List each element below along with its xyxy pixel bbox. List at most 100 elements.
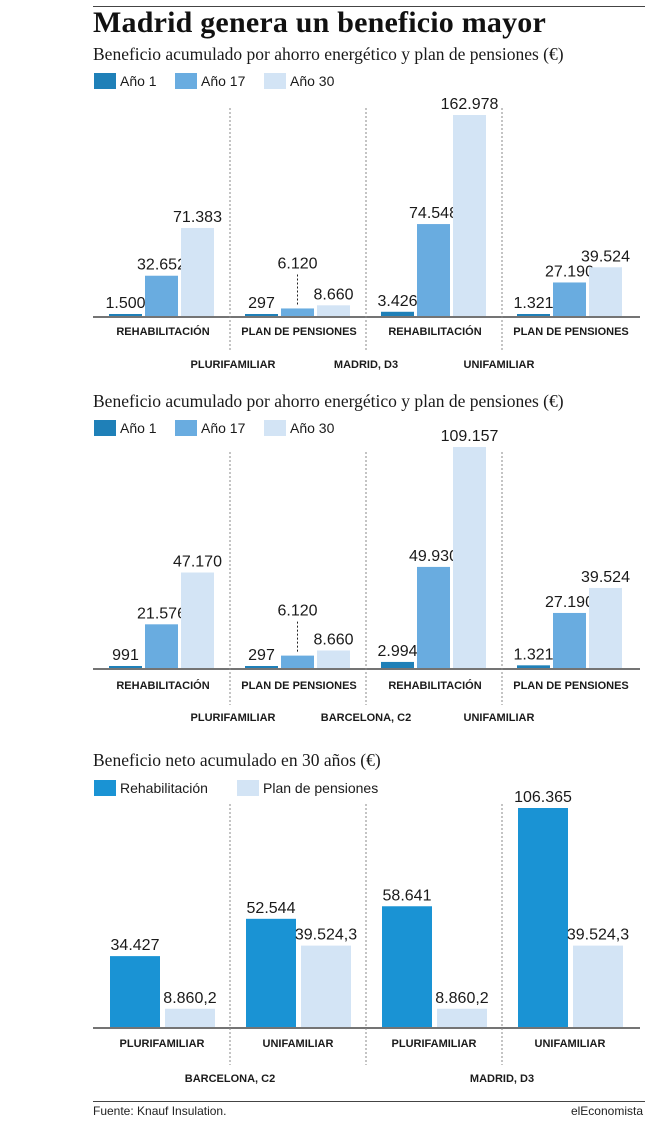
data-label: 49.930 (409, 548, 458, 565)
data-label: 21.576 (137, 605, 186, 622)
data-label: 39.524,3 (567, 927, 629, 944)
bar (573, 945, 623, 1027)
bar (437, 1008, 487, 1027)
category-label: PLAN DE PENSIONES (241, 326, 357, 338)
bar (553, 612, 586, 668)
legend-swatch (237, 780, 259, 796)
top-rule (93, 6, 645, 7)
data-label: 1.321 (513, 295, 553, 312)
data-label: 6.120 (277, 603, 317, 620)
legend-label: Año 30 (290, 73, 335, 89)
bar (589, 587, 622, 668)
supergroup-label: UNIFAMILIAR (464, 359, 535, 371)
brand-name: elEconomista (570, 1104, 643, 1118)
bar (381, 311, 414, 316)
data-label: 52.544 (247, 900, 296, 917)
category-label: UNIFAMILIAR (535, 1038, 606, 1050)
legend-label: Año 1 (120, 73, 157, 89)
bar (145, 624, 178, 668)
bar (109, 314, 142, 316)
bar (518, 808, 568, 1027)
bar (181, 572, 214, 668)
data-label: 39.524 (581, 569, 630, 586)
legend-swatch (175, 420, 197, 436)
bar (517, 665, 550, 668)
region-label: MADRID, D3 (334, 359, 398, 371)
data-label: 8.660 (313, 631, 353, 648)
region-label: MADRID, D3 (470, 1073, 534, 1085)
supergroup-label: PLURIFAMILIAR (191, 359, 276, 371)
data-label: 1.321 (513, 646, 553, 663)
bar (109, 665, 142, 668)
data-label: 58.641 (383, 887, 432, 904)
category-label: PLAN DE PENSIONES (513, 680, 629, 692)
legend-swatch (264, 73, 286, 89)
data-label: 34.427 (111, 937, 160, 954)
data-label: 27.190 (545, 594, 594, 611)
main-title: Madrid genera un beneficio mayor (93, 6, 547, 39)
data-label: 109.157 (441, 428, 499, 445)
data-label: 39.524 (581, 248, 630, 265)
category-label: REHABILITACIÓN (116, 325, 209, 338)
bar (517, 314, 550, 316)
data-label: 32.652 (137, 257, 186, 274)
category-label: REHABILITACIÓN (388, 325, 481, 338)
source-note: Fuente: Knauf Insulation. (93, 1104, 227, 1118)
bar (245, 666, 278, 668)
footer-rule (93, 1101, 645, 1102)
data-label: 8.860,2 (435, 990, 488, 1007)
legend-swatch (94, 73, 116, 89)
data-label: 106.365 (514, 789, 572, 806)
data-label: 991 (112, 647, 139, 664)
data-label: 297 (248, 295, 275, 312)
legend-swatch (175, 73, 197, 89)
bar (281, 308, 314, 316)
bar (553, 282, 586, 316)
legend-label: Año 17 (201, 73, 246, 89)
legend-label: Año 1 (120, 420, 157, 436)
data-label: 1.500 (105, 295, 145, 312)
bar (246, 918, 296, 1027)
data-label: 297 (248, 647, 275, 664)
bar (317, 305, 350, 316)
legend-swatch (94, 420, 116, 436)
data-label: 2.994 (377, 643, 417, 660)
data-label: 47.170 (173, 553, 222, 570)
chart-title: Beneficio neto acumulado en 30 años (€) (93, 750, 381, 770)
data-label: 27.190 (545, 263, 594, 280)
supergroup-label: PLURIFAMILIAR (191, 712, 276, 724)
bar (381, 661, 414, 668)
bar (110, 956, 160, 1027)
data-label: 39.524,3 (295, 927, 357, 944)
bar (417, 566, 450, 668)
category-label: REHABILITACIÓN (388, 679, 481, 692)
legend-label: Año 30 (290, 420, 335, 436)
category-label: PLURIFAMILIAR (120, 1038, 205, 1050)
bar (417, 224, 450, 316)
category-label: REHABILITACIÓN (116, 679, 209, 692)
data-label: 162.978 (441, 96, 499, 113)
bar (382, 906, 432, 1027)
bar (317, 650, 350, 668)
bar (453, 447, 486, 668)
data-label: 8.660 (313, 286, 353, 303)
category-label: PLAN DE PENSIONES (241, 680, 357, 692)
supergroup-label: UNIFAMILIAR (464, 712, 535, 724)
bar (301, 945, 351, 1027)
bar (245, 314, 278, 316)
bar (281, 655, 314, 668)
bar (145, 275, 178, 316)
chart-title: Beneficio acumulado por ahorro energétic… (93, 44, 564, 64)
data-label: 74.548 (409, 205, 458, 222)
legend-label: Plan de pensiones (263, 780, 378, 796)
category-label: PLURIFAMILIAR (392, 1038, 477, 1050)
legend-label: Año 17 (201, 420, 246, 436)
legend-swatch (264, 420, 286, 436)
legend-swatch (94, 780, 116, 796)
data-label: 6.120 (277, 255, 317, 272)
bar (181, 227, 214, 316)
chart-title: Beneficio acumulado por ahorro energétic… (93, 391, 564, 411)
bar (165, 1008, 215, 1027)
data-label: 71.383 (173, 209, 222, 226)
